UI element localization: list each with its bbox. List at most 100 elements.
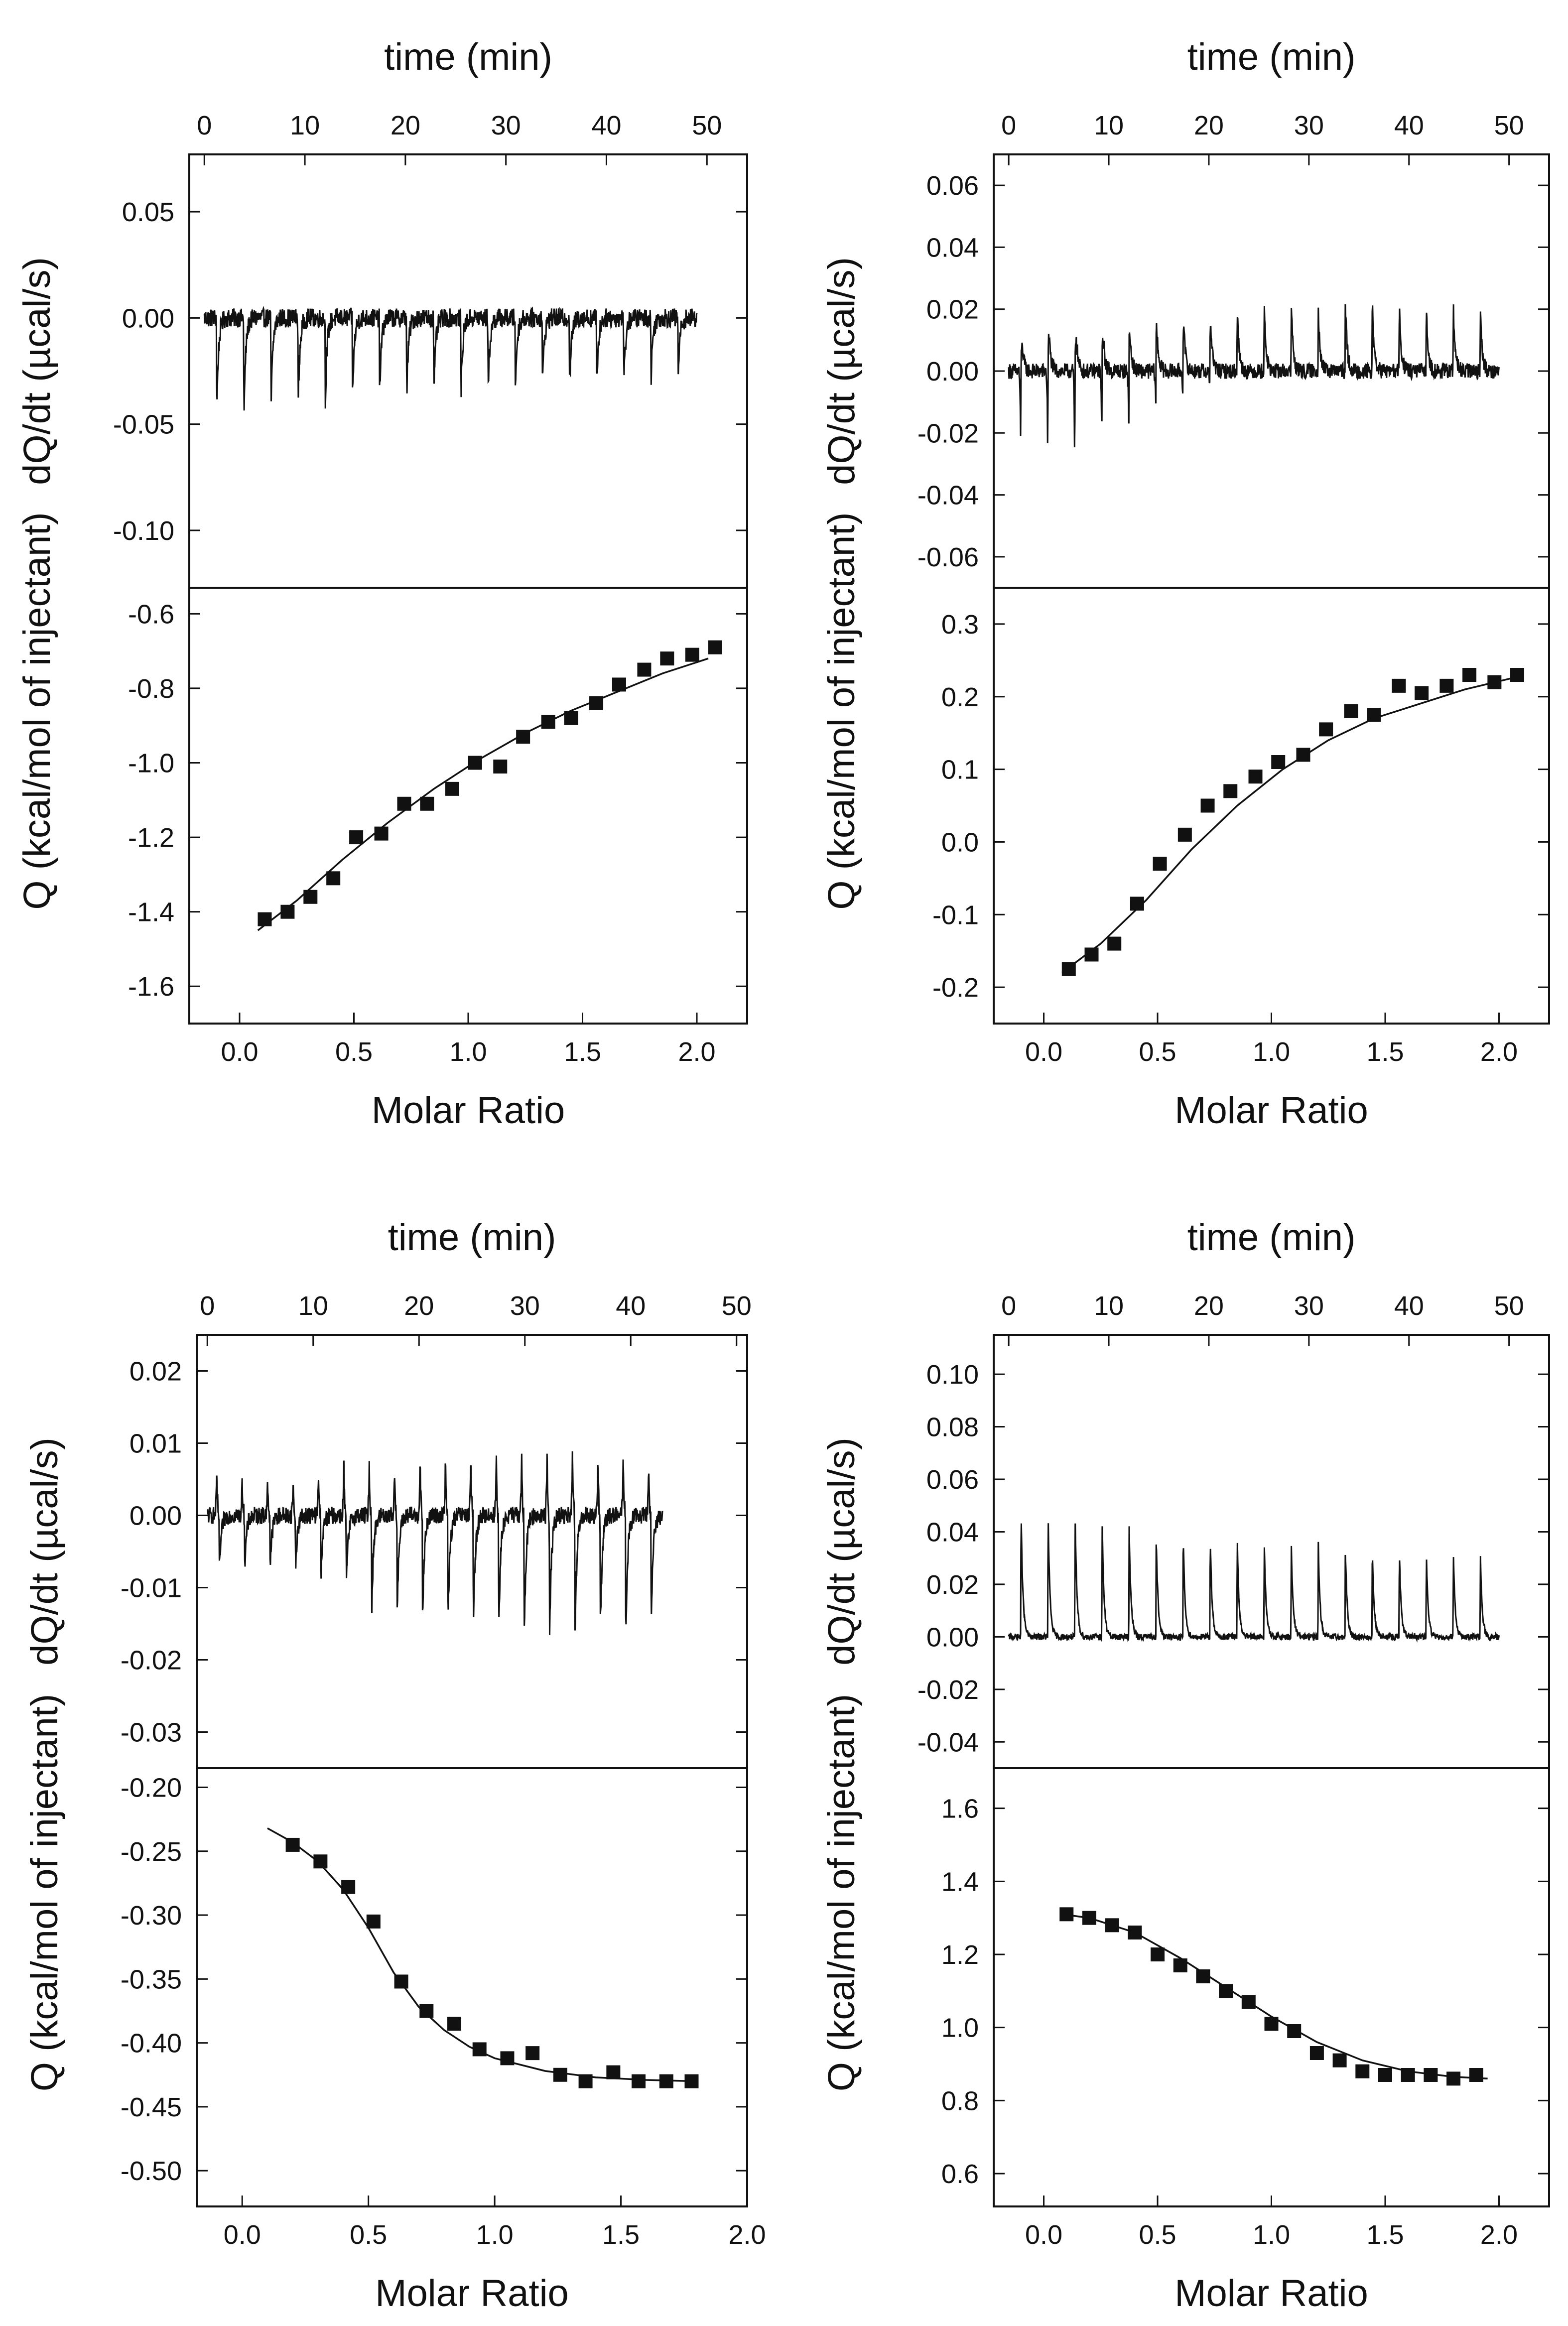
bottom-y-tick-label: 1.2 — [941, 1940, 979, 1970]
data-point — [684, 2074, 699, 2088]
bottom-x-axis-label: Molar Ratio — [375, 2272, 569, 2315]
data-point — [1173, 1958, 1187, 1972]
bottom-y-tick-label: -0.45 — [121, 2092, 182, 2122]
data-point — [1107, 936, 1122, 951]
data-point — [493, 759, 508, 774]
top-x-tick-label: 20 — [1194, 111, 1224, 140]
top-x-axis-label: time (min) — [384, 36, 552, 78]
bottom-x-tick-label: 2.0 — [678, 1037, 715, 1067]
top-y-tick-label: 0.10 — [926, 1360, 979, 1390]
bottom-x-tick-label: 1.5 — [564, 1037, 601, 1067]
data-point — [419, 2004, 434, 2018]
thermogram-trace — [207, 1451, 663, 1635]
top-x-tick-label: 30 — [491, 111, 521, 140]
data-point — [1082, 1911, 1096, 1925]
top-x-tick-label: 10 — [290, 111, 320, 140]
top-y-tick-label: 0.02 — [926, 295, 979, 325]
data-point — [1264, 2017, 1279, 2031]
top-x-axis-label: time (min) — [1187, 36, 1356, 78]
top-x-tick-label: 50 — [692, 111, 722, 140]
data-point — [468, 756, 482, 770]
data-point — [1487, 675, 1502, 689]
top-x-tick-label: 10 — [1094, 111, 1124, 140]
data-point — [660, 651, 674, 666]
data-point — [1151, 1947, 1165, 1961]
data-point — [397, 796, 411, 811]
bottom-y-tick-label: 0.2 — [941, 682, 979, 712]
data-point — [500, 2051, 515, 2066]
data-point — [606, 2065, 621, 2079]
bottom-y-axis-label: Q (kcal/mol of injectant) — [16, 512, 58, 909]
top-y-tick-label: -0.06 — [917, 542, 979, 572]
data-point — [280, 905, 295, 919]
data-point — [341, 1880, 356, 1894]
top-y-tick-label: 0.08 — [926, 1413, 979, 1442]
top-x-tick-label: 0 — [200, 1291, 215, 1321]
data-point — [564, 711, 578, 725]
top-y-tick-label: 0.00 — [122, 303, 174, 333]
top-x-tick-label: 40 — [1394, 111, 1424, 140]
data-point — [1200, 798, 1215, 813]
data-point — [637, 662, 652, 677]
top-x-tick-label: 20 — [391, 111, 420, 140]
data-point — [1153, 857, 1167, 871]
top-x-axis-label: time (min) — [1187, 1216, 1356, 1259]
data-point — [1248, 770, 1263, 784]
top-y-axis-label: dQ/dt (µcal/s) — [16, 257, 58, 485]
data-point — [1309, 2046, 1324, 2060]
top-x-tick-label: 50 — [1494, 1291, 1524, 1321]
data-point — [1462, 668, 1477, 682]
bottom-x-tick-label: 1.0 — [1253, 2220, 1290, 2250]
bottom-x-tick-label: 0.5 — [350, 2220, 387, 2250]
top-y-axis-label: dQ/dt (µcal/s) — [820, 1437, 863, 1666]
top-y-tick-label: -0.01 — [121, 1573, 182, 1603]
top-x-tick-label: 30 — [510, 1291, 540, 1321]
bottom-y-tick-label: 0.8 — [941, 2086, 979, 2116]
data-point — [1128, 1926, 1142, 1939]
fit-curve — [1061, 677, 1511, 974]
top-y-tick-label: 0.00 — [926, 357, 979, 387]
top-y-tick-label: -0.04 — [917, 1727, 979, 1757]
bottom-y-tick-label: -1.2 — [128, 823, 174, 853]
top-x-tick-label: 10 — [1094, 1291, 1124, 1321]
bottom-y-tick-label: -0.25 — [121, 1837, 182, 1867]
top-y-tick-label: 0.02 — [926, 1570, 979, 1600]
thermogram-trace — [203, 305, 698, 411]
bottom-x-axis-label: Molar Ratio — [1175, 2272, 1368, 2315]
bottom-y-tick-label: -0.6 — [128, 599, 174, 629]
bottom-y-tick-label: 1.6 — [941, 1794, 979, 1824]
bottom-y-tick-label: -0.30 — [121, 1901, 182, 1931]
bottom-y-tick-label: -0.40 — [121, 2029, 182, 2059]
data-point — [1469, 2068, 1483, 2082]
data-point — [1439, 678, 1454, 693]
bottom-y-tick-label: 1.4 — [941, 1867, 979, 1897]
bottom-x-tick-label: 0.5 — [1139, 1037, 1176, 1067]
top-x-tick-label: 50 — [1494, 111, 1524, 140]
data-point — [366, 1914, 381, 1929]
bottom-y-tick-label: -0.8 — [128, 674, 174, 704]
top-y-tick-label: 0.04 — [926, 233, 979, 262]
data-point — [1332, 2053, 1347, 2068]
top-y-tick-label: -0.05 — [113, 410, 174, 440]
data-point — [685, 647, 699, 662]
top-x-tick-label: 0 — [1001, 1291, 1016, 1321]
bottom-y-tick-label: 0.6 — [941, 2159, 979, 2189]
bottom-x-tick-label: 0.0 — [1025, 2220, 1062, 2250]
top-x-tick-label: 20 — [1194, 1291, 1224, 1321]
top-x-tick-label: 40 — [616, 1291, 646, 1321]
top-y-axis-label: dQ/dt (µcal/s) — [23, 1437, 66, 1666]
data-point — [472, 2042, 487, 2057]
top-y-tick-label: 0.04 — [926, 1517, 979, 1547]
bottom-y-tick-label: -1.4 — [128, 898, 174, 927]
plot-frame — [993, 1334, 1550, 2207]
top-x-tick-label: 0 — [1001, 111, 1016, 140]
data-point — [1355, 2064, 1370, 2078]
bottom-x-tick-label: 1.0 — [476, 2220, 514, 2250]
bottom-y-tick-label: -1.0 — [128, 748, 174, 778]
bottom-x-tick-label: 1.5 — [1366, 2220, 1404, 2250]
data-point — [525, 2046, 540, 2061]
bottom-x-tick-label: 2.0 — [1480, 1037, 1518, 1067]
data-point — [1271, 755, 1286, 769]
bottom-y-tick-label: -0.20 — [121, 1773, 182, 1803]
bottom-x-axis-label: Molar Ratio — [372, 1089, 565, 1132]
